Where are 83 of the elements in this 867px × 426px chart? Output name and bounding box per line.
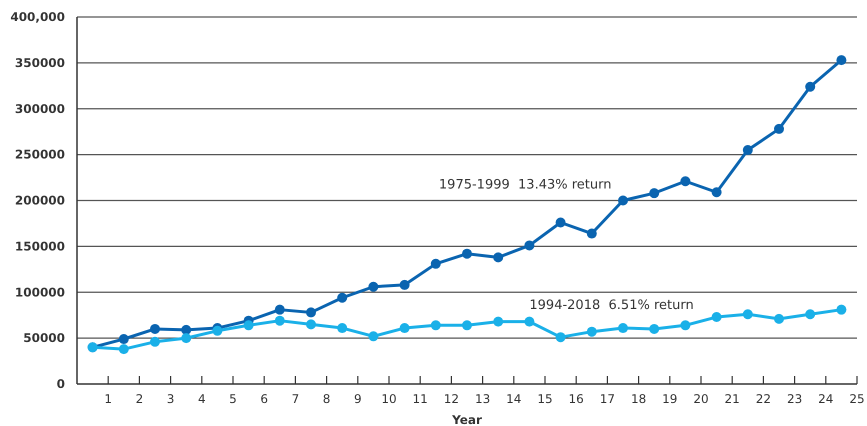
point xyxy=(712,312,722,322)
point xyxy=(618,196,628,206)
point xyxy=(493,316,504,327)
point xyxy=(181,324,192,335)
x-tick-label: 14 xyxy=(506,392,522,406)
x-tick-label: 7 xyxy=(292,392,300,406)
x-tick-label: 19 xyxy=(662,392,678,406)
x-tick-label: 11 xyxy=(412,392,428,406)
point xyxy=(649,188,660,198)
series-label: 1975-1999 13.43% return xyxy=(438,178,612,193)
point xyxy=(618,323,628,334)
x-tick-label: 20 xyxy=(693,392,709,406)
x-tick-label: 4 xyxy=(198,392,206,406)
point xyxy=(836,55,846,66)
point xyxy=(680,320,690,330)
point xyxy=(244,320,254,330)
point xyxy=(524,316,534,327)
point xyxy=(805,82,816,92)
y-tick-label: 350000 xyxy=(14,56,65,70)
point xyxy=(712,187,722,198)
point xyxy=(556,332,566,342)
y-tick-label: 300000 xyxy=(14,102,65,116)
point xyxy=(462,248,472,259)
point xyxy=(306,319,316,330)
y-tick-label: 400,000 xyxy=(10,10,65,24)
point xyxy=(556,218,566,228)
x-tick-label: 17 xyxy=(600,392,616,406)
y-tick-label: 150000 xyxy=(14,239,65,254)
point xyxy=(430,320,441,330)
x-tick-label: 25 xyxy=(849,392,865,406)
x-tick-label: 12 xyxy=(444,392,460,406)
point xyxy=(337,292,348,303)
x-tick-label: 16 xyxy=(568,392,584,406)
point xyxy=(680,176,690,186)
point xyxy=(181,333,192,344)
x-tick-label: 23 xyxy=(786,392,802,406)
point xyxy=(150,324,160,334)
point xyxy=(368,331,378,342)
point xyxy=(430,258,441,269)
point xyxy=(805,309,816,320)
x-tick-label: 1 xyxy=(104,392,112,406)
point xyxy=(274,304,285,315)
y-tick-label: 250000 xyxy=(14,148,65,162)
x-tick-label: 3 xyxy=(166,392,174,406)
x-tick-label: 6 xyxy=(260,392,268,406)
point xyxy=(150,336,160,347)
x-tick-label: 13 xyxy=(474,392,490,406)
y-tick-label: 0 xyxy=(56,377,65,391)
point xyxy=(118,334,129,344)
point xyxy=(586,326,597,337)
y-tick-label: 100000 xyxy=(14,285,65,300)
x-tick-label: 24 xyxy=(818,392,834,406)
x-tick-label: 21 xyxy=(724,392,740,406)
point xyxy=(836,304,846,315)
point xyxy=(586,228,597,239)
x-tick-label: 5 xyxy=(229,392,237,406)
point xyxy=(462,320,472,330)
series-label: 1994-2018 6.51% return xyxy=(529,298,694,313)
x-tick-label: 9 xyxy=(354,392,362,406)
x-tick-label: 2 xyxy=(136,392,144,406)
x-tick-label: 22 xyxy=(756,392,772,406)
y-tick-label: 50000 xyxy=(23,331,65,346)
point xyxy=(493,252,504,262)
x-tick-label: 8 xyxy=(322,392,330,406)
x-tick-label: 15 xyxy=(537,392,553,406)
point xyxy=(400,323,410,334)
point xyxy=(742,145,753,156)
y-tick-label: 200000 xyxy=(14,194,65,208)
point xyxy=(274,316,285,326)
point xyxy=(118,344,129,354)
point xyxy=(742,309,753,320)
x-tick-label: 10 xyxy=(381,392,397,406)
point xyxy=(649,324,660,334)
x-axis-title: Year xyxy=(451,413,482,426)
point xyxy=(774,314,784,324)
point xyxy=(774,124,784,134)
point xyxy=(400,280,410,290)
point xyxy=(368,282,378,292)
point xyxy=(306,307,316,318)
point xyxy=(212,326,222,336)
point xyxy=(524,240,534,250)
x-tick-label: 18 xyxy=(630,392,646,406)
point xyxy=(337,323,348,334)
